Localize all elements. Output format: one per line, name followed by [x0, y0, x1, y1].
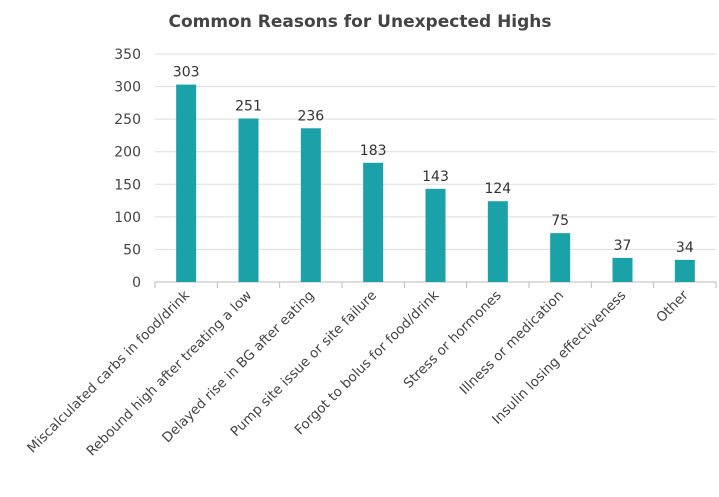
- bar: [487, 201, 508, 282]
- y-tick-label: 200: [114, 145, 141, 161]
- data-label: 143: [422, 169, 449, 185]
- bar: [363, 162, 384, 282]
- bar: [425, 188, 446, 282]
- bar: [612, 257, 633, 282]
- data-label: 124: [484, 181, 511, 197]
- bar: [674, 259, 695, 282]
- chart-title: Common Reasons for Unexpected Highs: [168, 12, 551, 32]
- data-label: 183: [360, 143, 387, 159]
- y-tick-label: 100: [114, 210, 141, 226]
- data-label: 34: [676, 240, 694, 256]
- y-tick-label: 250: [114, 112, 141, 128]
- data-label: 236: [297, 108, 324, 124]
- data-label: 251: [235, 98, 262, 114]
- bar: [238, 118, 259, 283]
- x-tick-label: Other: [653, 287, 692, 326]
- y-tick-label: 0: [132, 275, 141, 291]
- bar: [176, 84, 197, 282]
- data-label: 37: [614, 238, 632, 254]
- y-tick-label: 300: [114, 80, 141, 96]
- x-tick-label: Illness or medication: [457, 288, 567, 398]
- bar: [300, 128, 321, 282]
- y-tick-label: 150: [114, 177, 141, 193]
- y-tick-label: 50: [123, 242, 141, 258]
- bar: [550, 233, 571, 282]
- y-tick-label: 350: [114, 47, 141, 63]
- data-label: 303: [173, 65, 200, 81]
- x-tick-label: Insulin losing effectiveness: [489, 288, 629, 428]
- data-label: 75: [551, 213, 569, 229]
